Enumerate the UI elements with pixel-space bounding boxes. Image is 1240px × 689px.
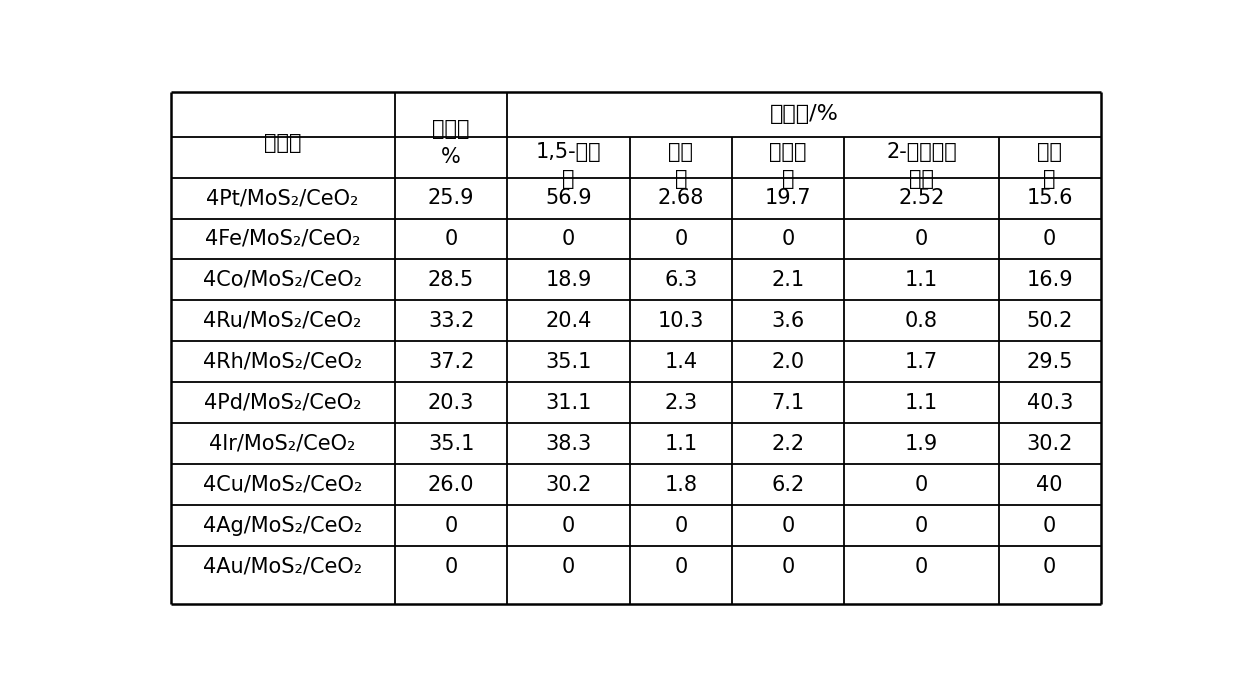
Text: 2.3: 2.3 — [665, 393, 697, 413]
Text: 4Ir/MoS₂/CeO₂: 4Ir/MoS₂/CeO₂ — [210, 434, 356, 454]
Text: 4Co/MoS₂/CeO₂: 4Co/MoS₂/CeO₂ — [203, 270, 362, 290]
Text: 2-甲基四氢
呋喃: 2-甲基四氢 呋喃 — [887, 142, 957, 189]
Text: 6.3: 6.3 — [665, 270, 698, 290]
Text: 2.68: 2.68 — [657, 188, 704, 208]
Text: 0: 0 — [1043, 557, 1056, 577]
Text: 4Ag/MoS₂/CeO₂: 4Ag/MoS₂/CeO₂ — [203, 516, 362, 536]
Text: 1.4: 1.4 — [665, 352, 697, 372]
Text: 0: 0 — [781, 557, 795, 577]
Text: 1,5-戊二
醇: 1,5-戊二 醇 — [536, 142, 601, 189]
Text: 0: 0 — [915, 229, 928, 249]
Text: 0: 0 — [562, 229, 575, 249]
Text: 6.2: 6.2 — [771, 475, 805, 495]
Text: 4Fe/MoS₂/CeO₂: 4Fe/MoS₂/CeO₂ — [205, 229, 361, 249]
Text: 3.6: 3.6 — [771, 311, 805, 331]
Text: 正戊
烷: 正戊 烷 — [1037, 142, 1063, 189]
Text: 选择性/%: 选择性/% — [770, 104, 838, 124]
Text: 正戊
醇: 正戊 醇 — [668, 142, 693, 189]
Text: 1.1: 1.1 — [665, 434, 697, 454]
Text: 4Pd/MoS₂/CeO₂: 4Pd/MoS₂/CeO₂ — [203, 393, 362, 413]
Text: 19.7: 19.7 — [765, 188, 811, 208]
Text: 0: 0 — [444, 516, 458, 536]
Text: 4Rh/MoS₂/CeO₂: 4Rh/MoS₂/CeO₂ — [203, 352, 362, 372]
Text: 18.9: 18.9 — [546, 270, 591, 290]
Text: 0: 0 — [562, 516, 575, 536]
Text: 35.1: 35.1 — [546, 352, 591, 372]
Text: 30.2: 30.2 — [1027, 434, 1073, 454]
Text: 2.52: 2.52 — [898, 188, 945, 208]
Text: 2.0: 2.0 — [771, 352, 805, 372]
Text: 30.2: 30.2 — [546, 475, 591, 495]
Text: 31.1: 31.1 — [546, 393, 591, 413]
Text: 56.9: 56.9 — [546, 188, 591, 208]
Text: 16.9: 16.9 — [1027, 270, 1073, 290]
Text: 20.3: 20.3 — [428, 393, 474, 413]
Text: 0: 0 — [675, 516, 687, 536]
Text: 4Au/MoS₂/CeO₂: 4Au/MoS₂/CeO₂ — [203, 557, 362, 577]
Text: 4Ru/MoS₂/CeO₂: 4Ru/MoS₂/CeO₂ — [203, 311, 362, 331]
Text: 37.2: 37.2 — [428, 352, 474, 372]
Text: 40: 40 — [1037, 475, 1063, 495]
Text: 0: 0 — [675, 229, 687, 249]
Text: 50.2: 50.2 — [1027, 311, 1073, 331]
Text: 2.1: 2.1 — [771, 270, 805, 290]
Text: 4Pt/MoS₂/CeO₂: 4Pt/MoS₂/CeO₂ — [207, 188, 360, 208]
Text: 催化剂: 催化剂 — [264, 133, 301, 153]
Text: 四氢吡
喃: 四氢吡 喃 — [769, 142, 806, 189]
Text: 29.5: 29.5 — [1027, 352, 1073, 372]
Text: 40.3: 40.3 — [1027, 393, 1073, 413]
Text: 1.7: 1.7 — [905, 352, 937, 372]
Text: 0: 0 — [675, 557, 687, 577]
Text: 0.8: 0.8 — [905, 311, 937, 331]
Text: 0: 0 — [562, 557, 575, 577]
Text: 7.1: 7.1 — [771, 393, 805, 413]
Text: 转化率
%: 转化率 % — [433, 119, 470, 167]
Text: 25.9: 25.9 — [428, 188, 475, 208]
Text: 0: 0 — [444, 557, 458, 577]
Text: 1.1: 1.1 — [905, 393, 937, 413]
Text: 10.3: 10.3 — [657, 311, 704, 331]
Text: 38.3: 38.3 — [546, 434, 591, 454]
Text: 35.1: 35.1 — [428, 434, 474, 454]
Text: 20.4: 20.4 — [546, 311, 591, 331]
Text: 1.9: 1.9 — [905, 434, 939, 454]
Text: 0: 0 — [1043, 229, 1056, 249]
Text: 0: 0 — [915, 475, 928, 495]
Text: 2.2: 2.2 — [771, 434, 805, 454]
Text: 28.5: 28.5 — [428, 270, 474, 290]
Text: 4Cu/MoS₂/CeO₂: 4Cu/MoS₂/CeO₂ — [203, 475, 362, 495]
Text: 33.2: 33.2 — [428, 311, 474, 331]
Text: 1.1: 1.1 — [905, 270, 937, 290]
Text: 0: 0 — [915, 516, 928, 536]
Text: 0: 0 — [781, 516, 795, 536]
Text: 0: 0 — [915, 557, 928, 577]
Text: 0: 0 — [444, 229, 458, 249]
Text: 0: 0 — [1043, 516, 1056, 536]
Text: 15.6: 15.6 — [1027, 188, 1073, 208]
Text: 26.0: 26.0 — [428, 475, 475, 495]
Text: 1.8: 1.8 — [665, 475, 697, 495]
Text: 0: 0 — [781, 229, 795, 249]
